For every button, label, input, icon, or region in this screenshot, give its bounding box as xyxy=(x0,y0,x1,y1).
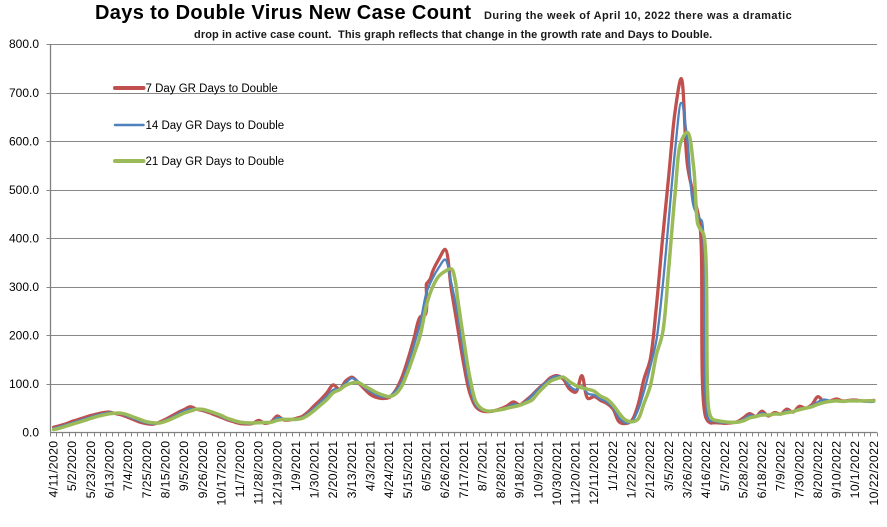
svg-text:500.0: 500.0 xyxy=(9,183,39,197)
svg-text:7/9/2022: 7/9/2022 xyxy=(774,441,788,492)
svg-text:10/30/2021: 10/30/2021 xyxy=(550,441,564,506)
svg-text:9/5/2020: 9/5/2020 xyxy=(177,441,191,492)
svg-text:4/11/2020: 4/11/2020 xyxy=(47,441,61,498)
svg-text:4/16/2022: 4/16/2022 xyxy=(699,441,713,499)
svg-text:5/23/2020: 5/23/2020 xyxy=(84,441,98,499)
svg-text:5/2/2020: 5/2/2020 xyxy=(65,441,79,492)
svg-text:1/30/2021: 1/30/2021 xyxy=(308,441,322,499)
svg-text:21 Day GR Days to Double: 21 Day GR Days to Double xyxy=(146,156,285,168)
svg-text:700.0: 700.0 xyxy=(9,86,39,100)
svg-text:7/17/2021: 7/17/2021 xyxy=(457,441,471,499)
svg-text:12/11/2021: 12/11/2021 xyxy=(587,441,601,505)
svg-text:11/7/2020: 11/7/2020 xyxy=(233,441,247,498)
svg-text:7/25/2020: 7/25/2020 xyxy=(140,441,154,499)
svg-text:600.0: 600.0 xyxy=(9,134,39,148)
svg-text:5/15/2021: 5/15/2021 xyxy=(401,441,415,499)
svg-text:4/3/2021: 4/3/2021 xyxy=(364,441,378,492)
svg-text:2/20/2021: 2/20/2021 xyxy=(326,441,340,499)
svg-text:6/13/2020: 6/13/2020 xyxy=(103,441,117,499)
svg-text:7/4/2020: 7/4/2020 xyxy=(121,441,135,492)
svg-text:6/5/2021: 6/5/2021 xyxy=(420,441,434,492)
svg-text:100.0: 100.0 xyxy=(9,377,39,391)
svg-text:1/1/2022: 1/1/2022 xyxy=(606,441,620,492)
svg-text:5/7/2022: 5/7/2022 xyxy=(718,441,732,492)
svg-text:3/26/2022: 3/26/2022 xyxy=(681,441,695,499)
svg-text:9/10/2022: 9/10/2022 xyxy=(830,441,844,499)
svg-text:1/22/2022: 1/22/2022 xyxy=(625,441,639,499)
svg-text:8/7/2021: 8/7/2021 xyxy=(475,441,489,492)
svg-text:11/20/2021: 11/20/2021 xyxy=(569,441,583,505)
svg-text:8/28/2021: 8/28/2021 xyxy=(494,441,508,499)
svg-text:9/26/2020: 9/26/2020 xyxy=(196,441,210,499)
svg-text:200.0: 200.0 xyxy=(9,329,39,343)
svg-text:8/15/2020: 8/15/2020 xyxy=(159,441,173,499)
svg-text:5/28/2022: 5/28/2022 xyxy=(736,441,750,499)
svg-text:4/24/2021: 4/24/2021 xyxy=(382,441,396,499)
svg-text:8/20/2022: 8/20/2022 xyxy=(811,441,825,499)
svg-text:800.0: 800.0 xyxy=(9,37,39,51)
svg-text:10/17/2020: 10/17/2020 xyxy=(214,441,228,506)
svg-text:3/13/2021: 3/13/2021 xyxy=(345,441,359,499)
svg-text:7/30/2022: 7/30/2022 xyxy=(792,441,806,499)
svg-text:10/22/2022: 10/22/2022 xyxy=(867,441,881,506)
svg-text:1/9/2021: 1/9/2021 xyxy=(289,441,303,492)
svg-text:2/12/2022: 2/12/2022 xyxy=(643,441,657,499)
svg-text:14 Day GR Days to Double: 14 Day GR Days to Double xyxy=(146,120,285,132)
svg-text:300.0: 300.0 xyxy=(9,280,39,294)
svg-text:6/26/2021: 6/26/2021 xyxy=(438,441,452,499)
svg-text:12/19/2020: 12/19/2020 xyxy=(270,441,284,506)
svg-text:0.0: 0.0 xyxy=(22,426,39,440)
svg-text:7 Day GR Days to Double: 7 Day GR Days to Double xyxy=(146,83,278,95)
svg-text:11/28/2020: 11/28/2020 xyxy=(252,441,266,505)
svg-text:10/9/2021: 10/9/2021 xyxy=(531,441,545,499)
svg-text:400.0: 400.0 xyxy=(9,231,39,245)
svg-text:6/18/2022: 6/18/2022 xyxy=(755,441,769,499)
svg-text:3/5/2022: 3/5/2022 xyxy=(662,441,676,492)
svg-text:9/18/2021: 9/18/2021 xyxy=(513,441,527,499)
svg-text:10/1/2022: 10/1/2022 xyxy=(848,441,862,499)
